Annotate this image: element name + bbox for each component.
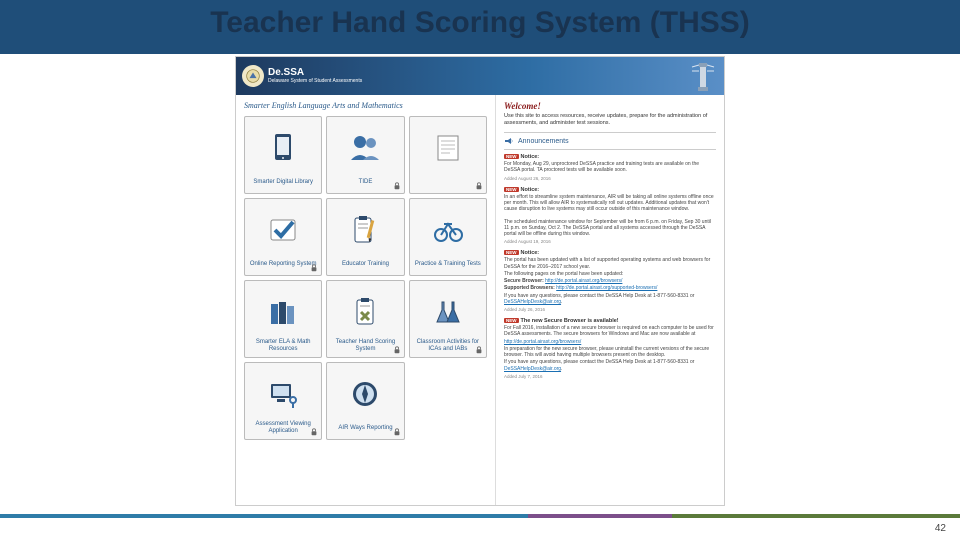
portal-right-column: Welcome! Use this site to access resourc… bbox=[496, 95, 724, 505]
clipboard-pencil-icon bbox=[329, 203, 401, 257]
notice-title: Notice: bbox=[521, 187, 540, 193]
card-label: Smarter ELA & Math Resources bbox=[247, 339, 319, 353]
notice-date: Added August 26, 2016 bbox=[504, 176, 716, 181]
brand-text: De.SSA Delaware System of Student Assess… bbox=[268, 68, 362, 84]
notice-item: NEWNotice:The portal has been updated wi… bbox=[504, 250, 716, 312]
monitor-keys-icon bbox=[247, 367, 319, 421]
notice-link-row: Supported Browsers: http://de.portal.air… bbox=[504, 285, 716, 291]
notice-body: For Fall 2016, installation of a new sec… bbox=[504, 325, 716, 338]
notice-link[interactable]: http://de.portal.airast.org/browsers/ bbox=[545, 278, 622, 284]
portal-header: De.SSA Delaware System of Student Assess… bbox=[236, 57, 724, 95]
new-badge: NEW bbox=[504, 250, 519, 255]
left-section-title: Smarter English Language Arts and Mathem… bbox=[244, 101, 487, 110]
app-card[interactable]: Smarter ELA & Math Resources bbox=[244, 280, 322, 358]
notice-date: Added July 26, 2016 bbox=[504, 307, 716, 312]
email-link[interactable]: DeSSAHelpDesk@air.org bbox=[504, 366, 561, 372]
app-card[interactable]: Classroom Activities for ICAs and IABs bbox=[409, 280, 487, 358]
welcome-title: Welcome! bbox=[504, 101, 716, 111]
lighthouse-icon bbox=[690, 59, 716, 93]
megaphone-icon bbox=[504, 136, 514, 146]
announcements-header: Announcements bbox=[504, 132, 716, 150]
lock-icon bbox=[475, 182, 483, 190]
notice-body: In an effort to streamline system mainte… bbox=[504, 194, 716, 238]
notice-contact: If you have any questions, please contac… bbox=[504, 293, 716, 306]
app-card[interactable]: TIDE bbox=[326, 116, 404, 194]
notice-title: The new Secure Browser is available! bbox=[521, 318, 619, 324]
portal-screenshot: De.SSA Delaware System of Student Assess… bbox=[235, 56, 725, 506]
app-card[interactable]: Assessment Viewing Application bbox=[244, 362, 322, 440]
app-card[interactable]: Teacher Hand Scoring System bbox=[326, 280, 404, 358]
lock-icon bbox=[310, 428, 318, 436]
card-label: TIDE bbox=[359, 175, 373, 189]
lock-icon bbox=[393, 428, 401, 436]
card-label: Smarter Digital Library bbox=[253, 175, 313, 189]
lock-icon bbox=[393, 346, 401, 354]
page-title: Teacher Hand Scoring System (THSS) bbox=[0, 6, 960, 40]
card-label: Online Reporting System bbox=[250, 257, 317, 271]
app-card[interactable]: Smarter Digital Library bbox=[244, 116, 322, 194]
compass-icon bbox=[329, 367, 401, 421]
announcements-label: Announcements bbox=[518, 138, 569, 145]
footer-accent-line bbox=[0, 514, 960, 518]
notices-list: NEWNotice:For Monday, Aug 29, unproctore… bbox=[504, 154, 716, 379]
app-card[interactable]: Practice & Training Tests bbox=[409, 198, 487, 276]
notice-link-row: Secure Browser: http://de.portal.airast.… bbox=[504, 278, 716, 284]
lock-icon bbox=[393, 182, 401, 190]
new-badge: NEW bbox=[504, 318, 519, 323]
clipboard-x-icon bbox=[329, 285, 401, 339]
notice-date: Added July 7, 2016 bbox=[504, 374, 716, 379]
notice-item: NEWNotice:In an effort to streamline sys… bbox=[504, 187, 716, 245]
card-label: Practice & Training Tests bbox=[415, 257, 481, 271]
notice-link[interactable]: http://de.portal.airast.org/browsers/ bbox=[504, 339, 581, 345]
brand-sub: Delaware System of Student Assessments bbox=[268, 79, 362, 84]
notice-title: Notice: bbox=[521, 154, 540, 160]
card-label: Assessment Viewing Application bbox=[247, 421, 319, 435]
bicycle-icon bbox=[412, 203, 484, 257]
doc-icon bbox=[412, 121, 484, 175]
books-icon bbox=[247, 285, 319, 339]
app-card[interactable]: Online Reporting System bbox=[244, 198, 322, 276]
page-number: 42 bbox=[935, 523, 946, 534]
notice-body: In preparation for the new secure browse… bbox=[504, 346, 716, 359]
card-grid: Smarter Digital Library TIDE Online Report… bbox=[244, 116, 487, 440]
new-badge: NEW bbox=[504, 187, 519, 192]
new-badge: NEW bbox=[504, 154, 519, 159]
welcome-subtitle: Use this site to access resources, recei… bbox=[504, 113, 716, 126]
email-link[interactable]: DeSSAHelpDesk@air.org bbox=[504, 299, 561, 305]
lock-icon bbox=[310, 264, 318, 272]
tablet-icon bbox=[247, 121, 319, 175]
notice-title: Notice: bbox=[521, 250, 540, 256]
notice-contact: If you have any questions, please contac… bbox=[504, 359, 716, 372]
state-seal-icon bbox=[242, 65, 264, 87]
notice-item: NEWThe new Secure Browser is available!F… bbox=[504, 318, 716, 379]
app-card[interactable]: Educator Training bbox=[326, 198, 404, 276]
users-icon bbox=[329, 121, 401, 175]
portal-body: Smarter English Language Arts and Mathem… bbox=[236, 95, 724, 505]
card-label: Teacher Hand Scoring System bbox=[329, 339, 401, 353]
card-label: Classroom Activities for ICAs and IABs bbox=[412, 339, 484, 353]
slide: Teacher Hand Scoring System (THSS) De.SS… bbox=[0, 0, 960, 540]
card-label: Educator Training bbox=[342, 257, 389, 271]
app-card[interactable]: AIR Ways Reporting bbox=[326, 362, 404, 440]
notice-body: For Monday, Aug 29, unproctored DeSSA pr… bbox=[504, 161, 716, 174]
notice-link-row: http://de.portal.airast.org/browsers/ bbox=[504, 339, 716, 345]
app-card[interactable] bbox=[409, 116, 487, 194]
notice-body: The portal has been updated with a list … bbox=[504, 257, 716, 270]
card-label: AIR Ways Reporting bbox=[338, 421, 392, 435]
notice-extra: The following pages on the portal have b… bbox=[504, 271, 716, 277]
portal-left-column: Smarter English Language Arts and Mathem… bbox=[236, 95, 496, 505]
brand-main: De.SSA bbox=[268, 68, 362, 78]
lock-icon bbox=[475, 346, 483, 354]
notice-item: NEWNotice:For Monday, Aug 29, unproctore… bbox=[504, 154, 716, 181]
flasks-icon bbox=[412, 285, 484, 339]
checkmark-icon bbox=[247, 203, 319, 257]
notice-date: Added August 19, 2016 bbox=[504, 239, 716, 244]
notice-link[interactable]: http://de.portal.airast.org/supported-br… bbox=[556, 285, 657, 291]
